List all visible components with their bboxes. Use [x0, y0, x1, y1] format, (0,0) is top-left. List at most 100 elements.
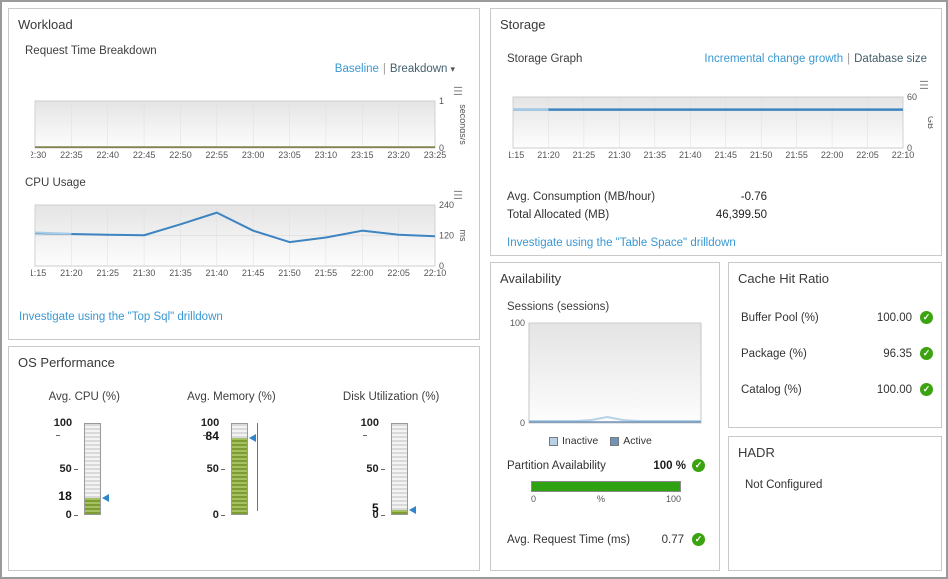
- partition-value: 100 %: [653, 459, 686, 472]
- avg-cpu-gauge: Avg. CPU (%) 100 50 0 18: [48, 391, 120, 521]
- metric-value: 96.35: [883, 347, 912, 360]
- total-allocated-row: Total Allocated (MB) 46,399.50: [507, 209, 767, 221]
- caret-down-icon[interactable]: ▾: [450, 64, 455, 74]
- gauge-marker-icon: [248, 433, 256, 442]
- gauge-bar: [230, 423, 248, 515]
- request-time-chart: 22:30 22:35 22:40 22:45 22:50 22:55 23:00 23:05…: [24, 96, 468, 161]
- gauge-ticks: 100 50 0 5: [361, 417, 391, 521]
- metric-label: Buffer Pool (%): [741, 311, 819, 324]
- workload-title: Workload: [18, 17, 73, 32]
- svg-text:21:55: 21:55: [785, 150, 808, 160]
- table-space-drilldown-link[interactable]: Investigate using the "Table Space" dril…: [507, 237, 736, 249]
- gauge-area: Avg. CPU (%) 100 50 0 18 Avg. Memory (%): [15, 391, 473, 521]
- svg-text:21:30: 21:30: [133, 268, 156, 278]
- svg-text:100: 100: [510, 319, 525, 328]
- incremental-change-growth-link[interactable]: Incremental change growth: [704, 53, 844, 65]
- metric-value: 100.00: [876, 383, 912, 396]
- disk-utilization-gauge: Disk Utilization (%) 100 50 0 5: [342, 391, 440, 521]
- database-size-link[interactable]: Database size: [854, 53, 927, 65]
- hadr-title: HADR: [738, 445, 775, 460]
- breakdown-dropdown[interactable]: Breakdown: [389, 63, 448, 75]
- svg-text:22:35: 22:35: [60, 150, 83, 160]
- ok-status-icon: ✓: [692, 459, 705, 472]
- metric-value: 46,399.50: [715, 209, 767, 221]
- os-performance-title: OS Performance: [18, 355, 115, 370]
- request-time-label: Avg. Request Time (ms): [507, 533, 631, 546]
- svg-text:22:00: 22:00: [351, 268, 374, 278]
- chart-menu-icon[interactable]: ☰: [919, 80, 929, 92]
- metric-label: Package (%): [741, 347, 807, 360]
- svg-text:21:25: 21:25: [573, 150, 596, 160]
- catalog-row: Catalog (%) 100.00 ✓: [741, 383, 933, 396]
- partition-availability-row: Partition Availability 100 % ✓: [507, 459, 705, 472]
- svg-text:60: 60: [907, 93, 917, 102]
- gauge-ticks: 100 50 0 18: [54, 417, 84, 521]
- svg-text:22:05: 22:05: [387, 268, 410, 278]
- gauge-label: Avg. Memory (%): [187, 391, 276, 403]
- chart-menu-icon[interactable]: ☰: [453, 86, 463, 98]
- workload-panel: Workload Request Time Breakdown Baseline…: [8, 8, 480, 340]
- link-separator: |: [847, 53, 851, 65]
- svg-text:23:20: 23:20: [387, 150, 410, 160]
- svg-text:240: 240: [439, 201, 454, 210]
- package-row: Package (%) 96.35 ✓: [741, 347, 933, 360]
- ok-status-icon: ✓: [692, 533, 705, 546]
- legend-item-active: Active: [610, 435, 652, 447]
- availability-title: Availability: [500, 271, 562, 286]
- legend-item-inactive: Inactive: [549, 435, 598, 447]
- gauge-value: 18: [58, 489, 72, 504]
- svg-text:23:05: 23:05: [278, 150, 301, 160]
- partition-availability-bar: [531, 481, 681, 492]
- svg-text:21:25: 21:25: [96, 268, 119, 278]
- sessions-chart: 0 100: [503, 318, 705, 429]
- gauge-label: Avg. CPU (%): [48, 391, 120, 403]
- gauge-value: 84: [205, 428, 219, 443]
- baseline-link[interactable]: Baseline: [334, 63, 379, 75]
- sessions-legend: Inactive Active: [549, 435, 652, 447]
- hadr-panel: HADR Not Configured: [728, 436, 942, 571]
- svg-text:21:55: 21:55: [315, 268, 338, 278]
- gauge-marker-icon: [408, 506, 416, 515]
- svg-text:21:50: 21:50: [278, 268, 301, 278]
- svg-text:22:55: 22:55: [206, 150, 229, 160]
- svg-text:22:00: 22:00: [821, 150, 844, 160]
- svg-text:23:15: 23:15: [351, 150, 374, 160]
- request-time-subtitle: Request Time Breakdown: [25, 45, 157, 57]
- svg-text:ms: ms: [458, 230, 465, 242]
- svg-text:0: 0: [520, 418, 525, 428]
- availability-panel: Availability Sessions (sessions) 0 100 In…: [490, 262, 720, 571]
- storage-panel: Storage Storage Graph Incremental change…: [490, 8, 942, 256]
- svg-text:21:15: 21:15: [31, 268, 46, 278]
- storage-chart: 21:15 21:20 21:25 21:30 21:35 21:40 21:45 21:50…: [502, 92, 936, 161]
- partition-bar-fill: [532, 482, 680, 491]
- svg-text:0: 0: [439, 261, 444, 271]
- svg-text:21:40: 21:40: [206, 268, 229, 278]
- svg-text:21:50: 21:50: [750, 150, 773, 160]
- chart-menu-icon[interactable]: ☰: [453, 190, 463, 202]
- sessions-subtitle: Sessions (sessions): [507, 301, 610, 313]
- metric-value: -0.76: [740, 191, 767, 203]
- svg-text:21:15: 21:15: [509, 150, 524, 160]
- cpu-usage-chart: 21:15 21:20 21:25 21:30 21:35 21:40 21:45 21:50…: [24, 200, 468, 279]
- storage-title: Storage: [500, 17, 546, 32]
- gauge-label: Disk Utilization (%): [342, 391, 440, 403]
- svg-text:21:35: 21:35: [644, 150, 667, 160]
- storage-view-switcher: Incremental change growth | Database size: [704, 53, 927, 65]
- top-sql-drilldown-link[interactable]: Investigate using the "Top Sql" drilldow…: [19, 311, 223, 323]
- cpu-usage-subtitle: CPU Usage: [25, 177, 86, 189]
- metric-label: Total Allocated (MB): [507, 209, 610, 221]
- avg-request-time-row: Avg. Request Time (ms) 0.77 ✓: [507, 533, 705, 546]
- buffer-pool-row: Buffer Pool (%) 100.00 ✓: [741, 311, 933, 324]
- svg-text:22:40: 22:40: [96, 150, 119, 160]
- svg-text:23:00: 23:00: [242, 150, 265, 160]
- partition-label: Partition Availability: [507, 459, 606, 472]
- svg-text:1: 1: [439, 97, 444, 106]
- svg-text:22:10: 22:10: [424, 268, 447, 278]
- svg-text:0: 0: [907, 143, 912, 153]
- cache-hit-ratio-title: Cache Hit Ratio: [738, 271, 830, 286]
- storage-graph-subtitle: Storage Graph: [507, 53, 583, 65]
- svg-text:23:10: 23:10: [315, 150, 338, 160]
- gauge-bar: [390, 423, 408, 515]
- request-time-value: 0.77: [661, 533, 684, 546]
- cache-hit-ratio-panel: Cache Hit Ratio Buffer Pool (%) 100.00 ✓…: [728, 262, 942, 428]
